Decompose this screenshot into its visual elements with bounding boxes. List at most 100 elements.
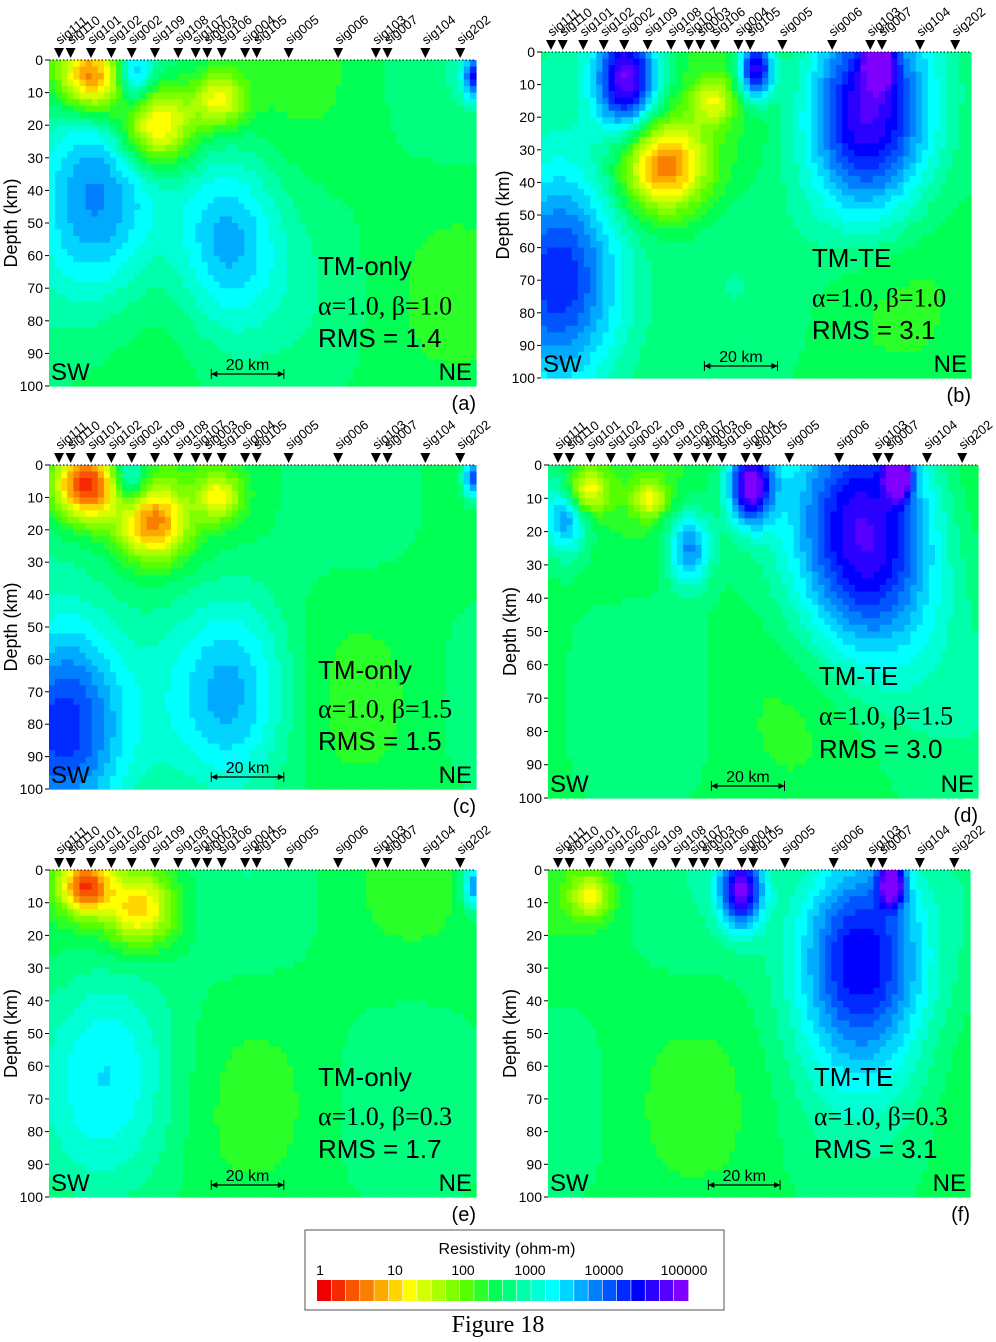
y-tick-label: 90 (27, 749, 43, 765)
station-marker (915, 858, 925, 868)
y-tick-label: 0 (534, 862, 542, 878)
y-axis-label: Depth (km) (1, 178, 21, 267)
station-marker (648, 858, 658, 868)
station-marker (599, 40, 609, 50)
colorbar-swatch (503, 1280, 518, 1301)
colorbar-tick-label: 100000 (661, 1262, 708, 1278)
y-tick-label: 70 (27, 280, 43, 296)
y-tick-label: 100 (20, 378, 44, 394)
colorbar-swatch (631, 1280, 646, 1301)
station-marker (86, 48, 96, 58)
station-marker (605, 858, 615, 868)
station-marker (666, 40, 676, 50)
y-tick-label: 70 (519, 272, 535, 288)
panel-letter: (c) (453, 796, 476, 818)
y-tick-label: 20 (27, 117, 43, 133)
station-marker (86, 453, 96, 463)
y-tick-label: 40 (526, 993, 542, 1009)
station-marker (748, 858, 758, 868)
sw-label: SW (550, 771, 589, 798)
station-marker (54, 858, 64, 868)
regularization-params-label: α=1.0, β=1.5 (819, 702, 953, 731)
station-marker (383, 858, 393, 868)
colorbar-swatch (417, 1280, 432, 1301)
station-marker (252, 453, 262, 463)
inversion-mode-label: TM-TE (812, 243, 891, 273)
station-marker (202, 453, 212, 463)
y-tick-label: 60 (27, 1058, 43, 1074)
station-marker (702, 453, 712, 463)
scale-bar-label: 20 km (726, 769, 770, 786)
y-tick-label: 10 (27, 895, 43, 911)
scale-bar-label: 20 km (226, 1168, 270, 1185)
ne-label: NE (941, 771, 974, 798)
rms-label: RMS = 1.7 (318, 1134, 442, 1164)
station-marker (710, 40, 720, 50)
station-marker (150, 453, 160, 463)
station-label: sig006 (332, 417, 371, 452)
station-marker (191, 453, 201, 463)
station-marker (834, 453, 844, 463)
regularization-params-label: α=1.0, β=1.5 (318, 695, 452, 724)
station-marker (106, 453, 116, 463)
y-tick-label: 50 (526, 1026, 542, 1042)
colorbar-swatch (517, 1280, 532, 1301)
colorbar-tick-label: 1000 (514, 1262, 545, 1278)
station-marker (553, 858, 563, 868)
station-label: sig202 (454, 12, 493, 47)
station-label: sig104 (419, 417, 458, 452)
y-tick-label: 0 (35, 52, 43, 68)
y-axis-label: Depth (km) (493, 170, 513, 259)
y-tick-label: 80 (526, 723, 542, 739)
colorbar-tick-label: 100 (451, 1262, 475, 1278)
rms-label: RMS = 3.1 (814, 1134, 938, 1164)
station-label: sig202 (949, 4, 988, 39)
y-tick-label: 50 (526, 624, 542, 640)
station-marker (558, 40, 568, 50)
regularization-params-label: α=1.0, β=0.3 (814, 1102, 948, 1131)
inversion-mode-label: TM-TE (819, 661, 898, 691)
colorbar: Resistivity (ohm-m)1 10 100 1000 10000 100000 (305, 1230, 724, 1310)
y-tick-label: 20 (27, 927, 43, 943)
station-marker (173, 48, 183, 58)
station-label: sig005 (776, 4, 815, 39)
station-marker (578, 40, 588, 50)
inversion-mode-label: TM-only (318, 251, 412, 281)
station-marker (737, 858, 747, 868)
y-tick-label: 90 (519, 337, 535, 353)
station-marker (827, 40, 837, 50)
station-label: sig005 (282, 417, 321, 452)
station-label: sig005 (783, 417, 822, 452)
y-tick-label: 20 (27, 522, 43, 538)
scale-bar-label: 20 km (226, 760, 270, 777)
y-tick-label: 30 (519, 142, 535, 158)
station-marker (66, 858, 76, 868)
station-marker (688, 858, 698, 868)
y-tick-label: 80 (27, 716, 43, 732)
y-tick-label: 70 (526, 1091, 542, 1107)
colorbar-swatch (531, 1280, 546, 1301)
y-axis-label: Depth (km) (500, 587, 520, 676)
station-marker (420, 858, 430, 868)
station-marker (127, 453, 137, 463)
y-tick-label: 80 (27, 313, 43, 329)
y-tick-label: 10 (526, 895, 542, 911)
station-marker (922, 453, 932, 463)
station-marker (284, 48, 294, 58)
y-tick-label: 20 (526, 524, 542, 540)
y-tick-label: 30 (526, 557, 542, 573)
station-marker (252, 48, 262, 58)
y-tick-label: 90 (526, 1156, 542, 1172)
y-tick-label: 70 (27, 684, 43, 700)
station-marker (333, 858, 343, 868)
y-tick-label: 100 (512, 370, 536, 386)
colorbar-swatch (403, 1280, 418, 1301)
y-tick-label: 90 (526, 757, 542, 773)
station-marker (420, 48, 430, 58)
colorbar-swatch (346, 1280, 361, 1301)
station-marker (173, 858, 183, 868)
